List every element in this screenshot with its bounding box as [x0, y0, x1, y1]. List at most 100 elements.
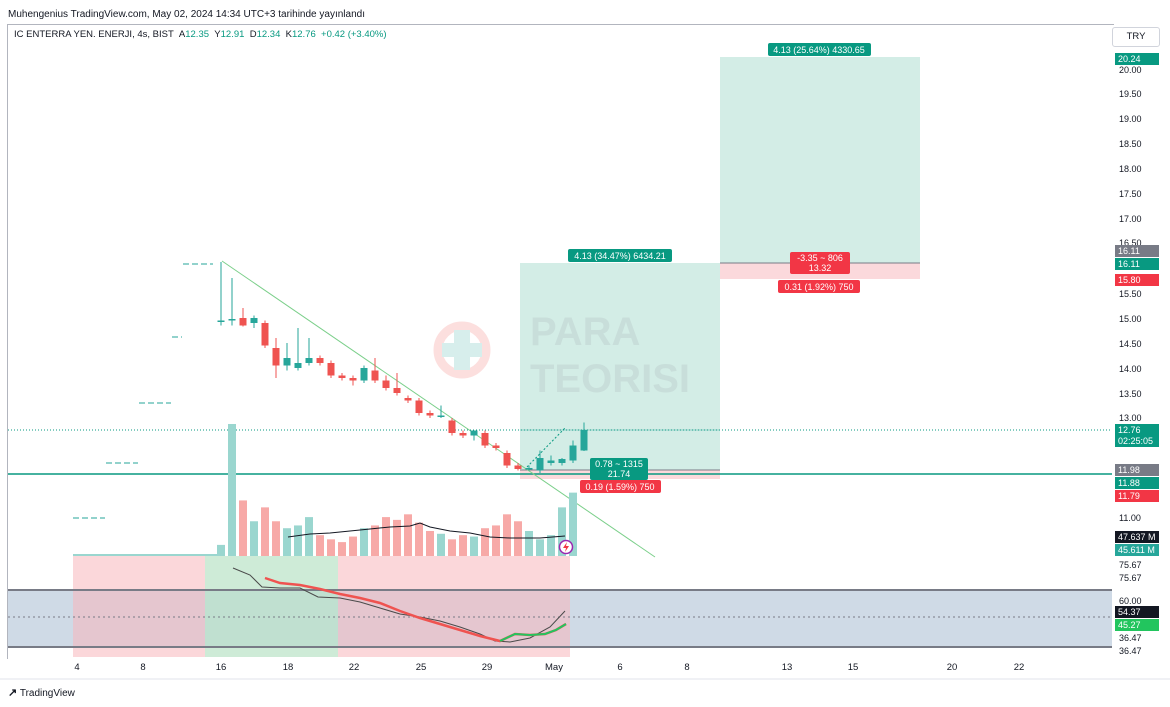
high-value: 12.91: [220, 29, 245, 40]
candle-body: [459, 433, 467, 436]
volume-bar: [382, 517, 390, 556]
osc-tick: 75.67: [1119, 573, 1142, 583]
price-tick: 16.50: [1119, 238, 1142, 248]
stop-2-price-label: 15.80: [1115, 274, 1159, 286]
price-tick: 14.50: [1119, 339, 1142, 349]
currency-button[interactable]: TRY: [1112, 27, 1160, 47]
volume-bar: [558, 507, 566, 556]
osc-slow-line: [232, 567, 566, 643]
osc-shade-red-right: [338, 556, 570, 657]
price-tick: 17.00: [1119, 214, 1142, 224]
watermark-line2: TEORISI: [530, 357, 690, 401]
volume-bar: [569, 492, 577, 556]
time-tick: 18: [282, 662, 294, 673]
volume-bar: [228, 424, 236, 556]
volume-bar: [217, 544, 225, 556]
time-tick: 8: [140, 662, 146, 673]
volume-bar: [514, 521, 522, 556]
price-tick: 13.00: [1119, 413, 1142, 423]
candle-body: [448, 420, 456, 433]
tradingview-logo[interactable]: ↗︎ TradingView: [8, 686, 75, 699]
volume-bar: [426, 530, 434, 556]
symbol-legend: IC ENTERRA YEN. ENERJI, 4s, BIST A12.35 …: [14, 29, 387, 40]
long-position-1-target-tag: [568, 249, 672, 262]
osc-shade-green: [205, 556, 338, 657]
volume-bar: [437, 533, 445, 556]
candle-body: [360, 368, 368, 381]
volume-bar: [272, 521, 280, 556]
time-tick: 20: [946, 662, 958, 673]
candle-body: [338, 375, 346, 378]
osc-signal-green: [499, 623, 567, 642]
long-position-1-center-text2: 21.74: [608, 469, 631, 479]
time-tick: 22: [348, 662, 360, 673]
candle-body: [371, 370, 379, 381]
long-position-1-profit-zone: [520, 263, 720, 470]
candles-group: [217, 262, 588, 473]
osc-tick: 36.47: [1119, 646, 1142, 656]
candle-body: [349, 378, 357, 381]
volume-bar: [261, 507, 269, 556]
candle-body: [250, 318, 258, 323]
price-tick: 20.00: [1119, 65, 1142, 75]
osc-d-label: 45.27: [1115, 619, 1159, 631]
volume-bar: [503, 514, 511, 556]
volume-bar: [525, 530, 533, 556]
candle-body: [305, 358, 313, 363]
time-tick: 13: [781, 662, 793, 673]
candle-body: [426, 413, 434, 416]
volume-bar: [492, 525, 500, 556]
support-line-price-label: 11.88: [1115, 477, 1159, 489]
entry-2-price-label-b: 16.11: [1115, 258, 1159, 270]
osc-tick: 36.47: [1119, 633, 1142, 643]
time-tick: 4: [74, 662, 80, 673]
volume-bar: [415, 522, 423, 556]
long-position-2-center-text2: 13.32: [809, 263, 832, 273]
chart-pane[interactable]: [7, 24, 1114, 659]
open-value: 12.35: [185, 29, 210, 40]
long-position-1-stop-text: 0.19 (1.59%) 750: [585, 482, 654, 492]
candle-body: [239, 318, 247, 326]
long-position-1-target-text: 4.13 (34.47%) 6434.21: [574, 251, 666, 261]
volume-bar: [459, 535, 467, 556]
tradingview-brand: TradingView: [19, 688, 75, 699]
candle-body: [404, 398, 412, 401]
watermark-line1: PARA: [530, 310, 640, 354]
long-position-2-center-text1: -3.35 ~ 806: [797, 253, 843, 263]
candle-body: [547, 460, 555, 463]
candle-body: [492, 445, 500, 448]
target-2-price-label: 20.24: [1115, 53, 1159, 65]
candle-body: [283, 358, 291, 366]
price-tick: 13.50: [1119, 389, 1142, 399]
change-value: +0.42 (+3.40%): [321, 29, 387, 40]
candle-body: [316, 358, 324, 363]
candle-body: [272, 348, 280, 366]
volume-ma-line: [287, 522, 566, 539]
candle-body: [470, 430, 478, 436]
price-tick: 18.00: [1119, 164, 1142, 174]
close-value: 12.76: [291, 29, 316, 40]
long-position-2-stop-tag: [778, 280, 860, 293]
candle-body: [217, 320, 225, 322]
candle-body: [569, 445, 577, 461]
candle-body: [481, 433, 489, 446]
candle-body: [294, 363, 302, 368]
publish-info: Muhengenius TradingView.com, May 02, 202…: [8, 9, 365, 20]
candle-body: [580, 430, 588, 451]
volume-bar: [360, 528, 368, 556]
long-position-1-center-tag: [590, 458, 648, 480]
volume-bar: [316, 535, 324, 556]
volume-bar: [349, 536, 357, 556]
bar-countdown-label: 02:25:05: [1115, 435, 1159, 447]
projection-line: [526, 427, 566, 468]
time-tick: 6: [617, 662, 623, 673]
time-tick: 15: [847, 662, 859, 673]
osc-k-label: 54.37: [1115, 606, 1159, 618]
long-position-1-stop-tag: [580, 480, 661, 493]
time-tick: 8: [684, 662, 690, 673]
volume-bar: [294, 525, 302, 556]
price-tick: 19.50: [1119, 89, 1142, 99]
candle-body: [261, 323, 269, 346]
volume-bar: [327, 539, 335, 556]
